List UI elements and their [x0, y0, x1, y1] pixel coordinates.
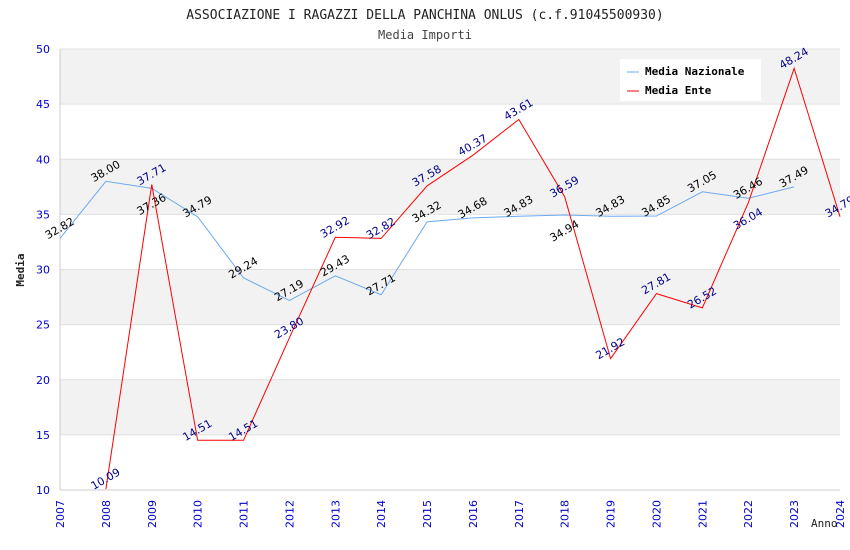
chart-title: ASSOCIAZIONE I RAGAZZI DELLA PANCHINA ON…: [186, 8, 663, 23]
x-axis-label: Anno: [811, 517, 838, 530]
x-tick-label: 2011: [238, 500, 251, 528]
y-tick-label: 50: [36, 43, 50, 56]
y-tick-label: 25: [36, 319, 50, 332]
x-tick-label: 2020: [650, 500, 663, 528]
y-tick-label: 20: [36, 374, 50, 387]
data-label: 34.94: [548, 218, 582, 245]
x-tick-label: 2012: [283, 500, 296, 528]
data-label: 40.37: [456, 132, 490, 159]
chart-subtitle: Media Importi: [378, 28, 472, 42]
x-tick-label: 2009: [146, 500, 159, 528]
x-tick-label: 2015: [421, 500, 434, 528]
x-tick-label: 2017: [513, 500, 526, 528]
x-tick-label: 2013: [329, 500, 342, 528]
x-tick-label: 2018: [559, 500, 572, 528]
x-tick-label: 2010: [192, 500, 205, 528]
grid-band: [60, 379, 840, 435]
x-tick-label: 2007: [54, 500, 67, 528]
x-tick-label: 2014: [375, 500, 388, 528]
y-tick-label: 40: [36, 153, 50, 166]
series-line-ente: [105, 66, 841, 490]
y-tick-label: 35: [36, 208, 50, 221]
series-line-nazionale: [59, 180, 795, 302]
y-tick-label: 10: [36, 484, 50, 497]
x-tick-label: 2024: [834, 500, 847, 528]
y-tick-label: 30: [36, 264, 50, 277]
x-tick-label: 2022: [742, 500, 755, 528]
y-tick-label: 45: [36, 98, 50, 111]
y-axis-label: Media: [14, 253, 27, 286]
y-tick-label: 15: [36, 429, 50, 442]
legend-label-nazionale: Media Nazionale: [645, 65, 745, 78]
x-tick-label: 2021: [696, 500, 709, 528]
x-tick-label: 2023: [788, 500, 801, 528]
legend-label-ente: Media Ente: [645, 84, 712, 97]
x-tick-label: 2008: [100, 500, 113, 528]
grid-band: [60, 269, 840, 325]
x-tick-label: 2016: [467, 500, 480, 528]
x-tick-label: 2019: [605, 500, 618, 528]
grid-band: [60, 159, 840, 215]
legend: Media Nazionale Media Ente: [620, 59, 761, 101]
